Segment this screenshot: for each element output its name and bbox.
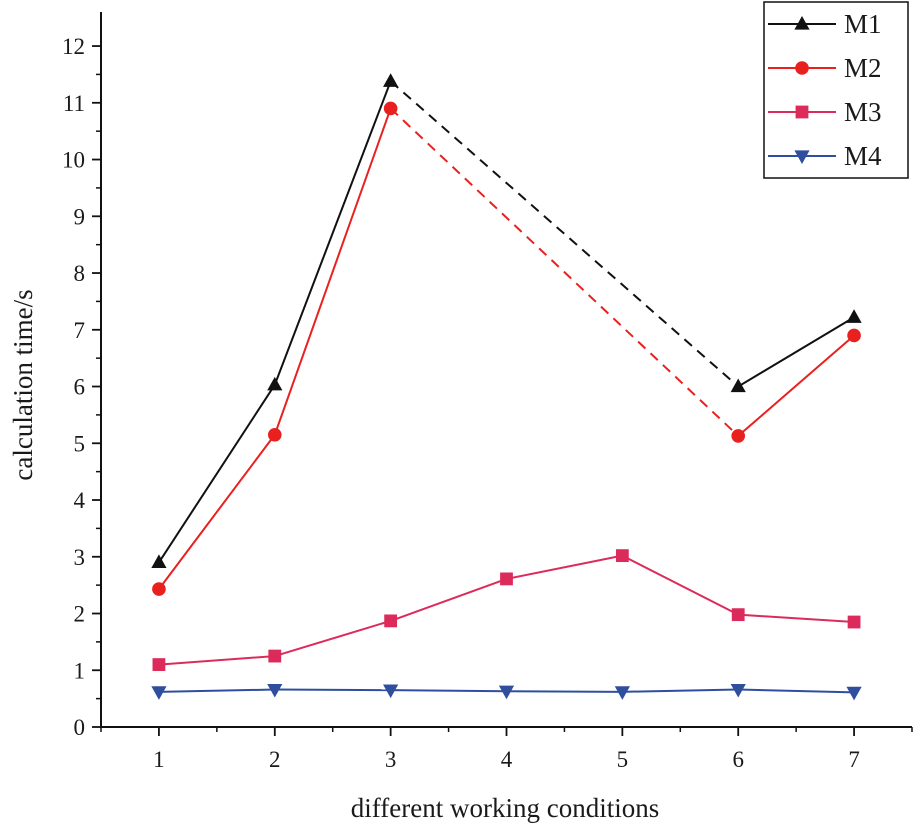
data-point-M4: [383, 684, 399, 699]
series-segment: [738, 613, 855, 624]
series-segment: [158, 434, 276, 590]
legend-label: M1: [844, 9, 882, 39]
data-point-M2: [383, 101, 398, 116]
x-tick-label: 5: [617, 747, 629, 772]
series-segment: [506, 554, 623, 580]
series-segment: [738, 688, 855, 694]
data-point-M4: [498, 685, 515, 700]
y-tick-label: 2: [74, 602, 86, 627]
series-M1: [151, 73, 862, 569]
x-tick-label: 6: [732, 747, 744, 772]
series-M3: [152, 549, 861, 671]
series-segment: [737, 316, 855, 388]
series-segment: [273, 108, 392, 436]
data-point-M3: [847, 615, 861, 629]
series-segment: [273, 80, 392, 386]
series-segment: [274, 619, 391, 658]
series-layer: [151, 73, 862, 701]
y-tick-label: 7: [74, 318, 86, 343]
data-point-M1: [846, 309, 862, 323]
legend-label: M2: [844, 53, 882, 83]
series-M2: [152, 101, 861, 596]
y-tick-label: 5: [74, 431, 86, 456]
data-point-M3: [731, 608, 745, 622]
legend-label: M3: [844, 97, 882, 127]
legend-marker: [795, 105, 809, 119]
series-segment: [158, 384, 276, 563]
series-segment-dashed: [389, 107, 739, 437]
series-segment: [506, 690, 623, 693]
y-tick-label: 1: [74, 658, 86, 683]
data-point-M3: [500, 572, 513, 586]
y-tick-label: 6: [74, 375, 86, 400]
data-point-M4: [846, 686, 862, 701]
series-M4: [151, 683, 862, 701]
data-point-M2: [152, 582, 166, 596]
series-segment: [274, 688, 391, 692]
y-tick-label: 0: [74, 715, 86, 740]
legend-entry-M2: M2: [768, 53, 882, 83]
y-tick-label: 12: [62, 34, 85, 59]
x-tick-label: 4: [501, 747, 513, 772]
data-point-M4: [614, 686, 630, 700]
legend-entry-M1: M1: [768, 9, 882, 39]
y-tick-label: 11: [63, 91, 85, 116]
series-segment: [621, 554, 739, 616]
x-axis-title: different working conditions: [351, 793, 659, 823]
legend-label: M4: [844, 141, 882, 171]
data-point-M1: [383, 73, 399, 87]
legend-marker: [794, 150, 810, 164]
data-point-M4: [151, 686, 167, 700]
series-segment: [390, 689, 507, 693]
data-point-M2: [731, 429, 746, 443]
y-tick-label: 10: [62, 148, 85, 173]
legend: M1 M2 M3 M4: [763, 1, 909, 179]
data-point-M1: [267, 376, 283, 391]
series-segment-dashed: [389, 80, 739, 388]
data-point-M4: [267, 683, 283, 698]
legend-marker: [794, 16, 810, 30]
legend-box: [763, 1, 909, 179]
data-point-M3: [615, 549, 629, 563]
series-segment: [737, 334, 855, 437]
y-tick-label: 9: [74, 204, 86, 229]
data-point-M3: [268, 649, 282, 663]
series-segment: [390, 577, 507, 622]
x-tick-label: 2: [269, 747, 281, 772]
series-segment: [158, 655, 275, 666]
data-point-M3: [152, 658, 166, 671]
data-point-M4: [730, 683, 746, 698]
data-point-M3: [384, 614, 398, 628]
data-point-M2: [847, 328, 861, 343]
y-tick-label: 8: [74, 261, 86, 286]
data-point-M2: [267, 427, 282, 442]
x-tick-label: 3: [385, 747, 397, 772]
series-segment: [622, 688, 739, 693]
y-tick-label: 4: [74, 488, 86, 513]
x-tick-label: 1: [153, 747, 165, 772]
series-segment: [158, 688, 275, 693]
y-axis-title: calculation time/s: [8, 289, 38, 480]
legend-entry-M3: M3: [768, 97, 882, 127]
data-point-M1: [151, 554, 167, 569]
y-tick-label: 3: [74, 545, 86, 570]
legend-entry-M4: M4: [768, 141, 882, 171]
legend-marker: [795, 61, 809, 75]
data-point-M1: [730, 378, 746, 393]
x-tick-label: 7: [848, 747, 860, 772]
